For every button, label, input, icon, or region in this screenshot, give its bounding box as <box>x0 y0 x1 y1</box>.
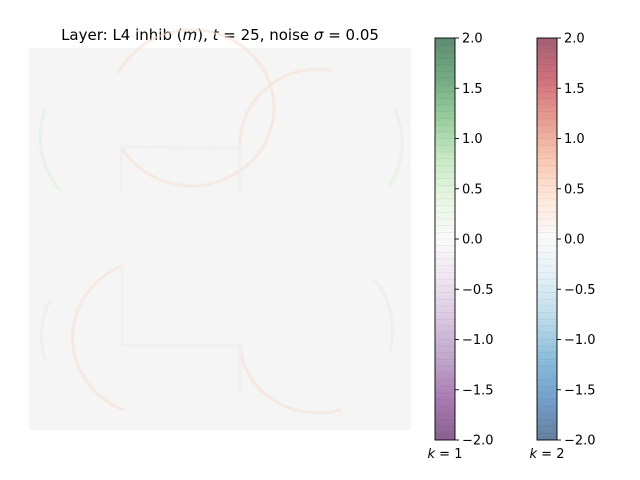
heatmap-image <box>29 28 411 430</box>
colorbar-k2-tick-label: −0.5 <box>564 283 596 298</box>
colorbar-k1-tick-label: −0.5 <box>462 283 494 298</box>
colorbar-k2-tick-label: 2.0 <box>564 32 585 47</box>
arc-bottom-right-orange <box>238 343 342 415</box>
chart-title: Layer: L4 inhib (m), t = 25, noise σ = 0… <box>61 26 379 44</box>
arc-top-left-green <box>39 108 62 192</box>
colorbar-k1-tick-label: −1.5 <box>462 383 494 398</box>
inner-stroke-top <box>119 145 242 150</box>
heatmap-background <box>29 48 411 430</box>
colorbar-k1-tick-label: 0.0 <box>462 233 483 248</box>
colorbar-k2-tick-label: 0.5 <box>564 182 585 197</box>
colorbar-k1-tick-label: 1.5 <box>462 82 483 97</box>
colorbar-k2-tick-label: −2.0 <box>564 434 596 449</box>
arc-bottom-right-green <box>373 278 394 352</box>
colorbar-k2-tick-label: −1.5 <box>564 383 596 398</box>
colorbar-k2-fill <box>537 38 557 440</box>
colorbar-k2-tick-label: −1.0 <box>564 333 596 348</box>
arc-bottom-left-orange <box>71 264 126 412</box>
arc-top-left-orange <box>117 28 275 187</box>
colorbar-k2-tick-label: 0.0 <box>564 233 585 248</box>
colorbar-k1-label: k = 1 <box>428 447 463 462</box>
colorbar-k1-tick-label: −1.0 <box>462 333 494 348</box>
colorbar-k2-tick-label: 1.5 <box>564 82 585 97</box>
colorbar-k2-tick-label: 1.0 <box>564 132 585 147</box>
colorbar-k1-fill <box>435 38 455 440</box>
colorbar-k2-label: k = 2 <box>530 447 565 462</box>
arc-bottom-left-green <box>40 298 52 362</box>
colorbar-k1: 2.0 1.5 1.0 0.5 0.0 −0.5 −1.0 −1.5 −2.0k = 1 <box>428 32 494 463</box>
colorbar-k1-tick-label: −2.0 <box>462 434 494 449</box>
colorbar-k1-tick-label: 1.0 <box>462 132 483 147</box>
colorbar-k1-tick-label: 0.5 <box>462 182 483 197</box>
arc-top-right-green <box>388 108 404 187</box>
colorbar-k1-tick-label: 2.0 <box>462 32 483 47</box>
colorbar-k2: 2.0 1.5 1.0 0.5 0.0 −0.5 −1.0 −1.5 −2.0k = 2 <box>530 32 596 463</box>
arc-top-right-orange <box>238 68 332 150</box>
